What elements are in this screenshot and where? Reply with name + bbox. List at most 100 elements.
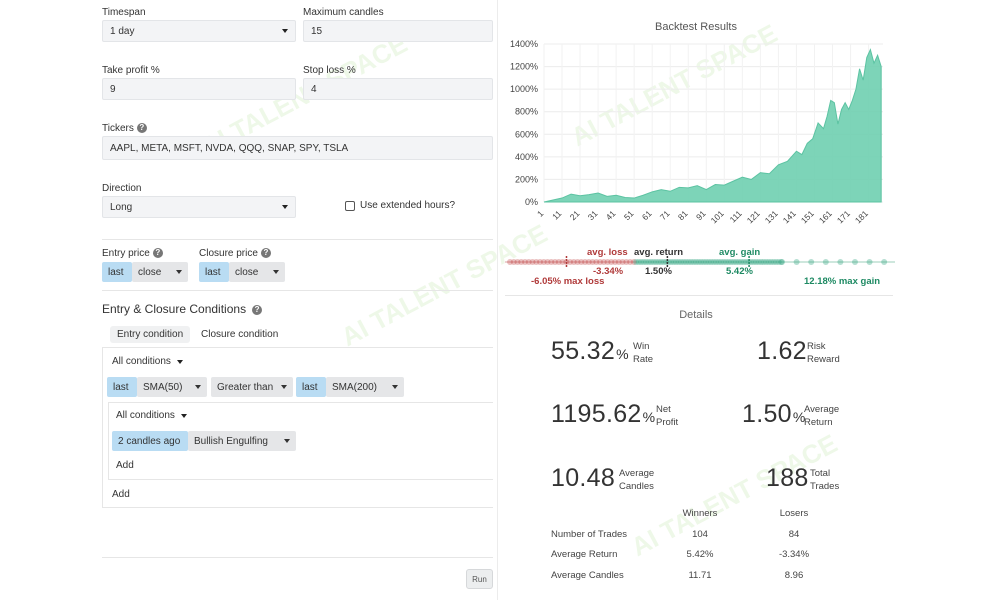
y-tick-label: 0%	[525, 197, 538, 207]
distribution-point	[779, 259, 786, 265]
y-tick-label: 400%	[515, 152, 538, 162]
net-profit-pct: %	[642, 409, 656, 425]
closure-price-tag[interactable]: last	[199, 262, 229, 282]
table-cell: 5.42%	[686, 549, 714, 560]
y-tick-label: 1200%	[510, 62, 538, 72]
net-profit-number: 1195.62	[551, 400, 642, 428]
question-circle-icon[interactable]: ?	[152, 248, 163, 259]
tab-closure-condition[interactable]: Closure condition	[201, 329, 279, 340]
distribution-point	[708, 259, 715, 265]
distribution-point	[718, 259, 725, 265]
dist-avg-return-label: avg. return	[634, 247, 684, 258]
stop-loss-input[interactable]: 4	[303, 78, 493, 100]
max-candles-input[interactable]: 15	[303, 20, 493, 42]
distribution-point	[597, 259, 604, 265]
closure-price-label: Closure price?	[199, 248, 271, 259]
stop-loss-label: Stop loss %	[303, 65, 356, 76]
distribution-point	[710, 259, 717, 265]
distribution-point	[658, 259, 665, 265]
direction-select[interactable]: Long	[102, 196, 296, 218]
distribution-point	[713, 259, 720, 265]
distribution-point	[760, 259, 767, 265]
distribution-point	[540, 259, 547, 265]
distribution-point	[793, 259, 800, 265]
panel-divider	[497, 0, 498, 600]
timespan-label: Timespan	[102, 7, 146, 18]
win-rate-label-1: Win	[633, 341, 650, 352]
caret-down-icon	[282, 29, 288, 33]
distribution-point	[645, 259, 652, 265]
row1-tag1[interactable]: last	[107, 377, 137, 397]
risk-reward-label-2: Reward	[807, 354, 840, 365]
divider	[102, 290, 493, 291]
row1-operator-select[interactable]: Greater than	[211, 377, 293, 397]
net-profit-value: 1195.62%	[551, 400, 655, 429]
distribution-point	[640, 259, 647, 265]
outer-all-conditions-dropdown[interactable]: All conditions	[112, 356, 183, 367]
timespan-value: 1 day	[110, 25, 135, 37]
tickers-input[interactable]: AAPL, META, MSFT, NVDA, QQQ, SNAP, SPY, …	[102, 136, 493, 160]
outer-add-button[interactable]: Add	[112, 489, 130, 500]
x-tick-label: 1	[535, 208, 546, 219]
distribution-point	[559, 259, 566, 265]
distribution-point	[555, 259, 562, 265]
x-tick-label: 161	[817, 208, 834, 225]
run-button[interactable]: Run	[466, 569, 493, 589]
distribution-point	[600, 259, 607, 265]
distribution-point	[548, 259, 555, 265]
net-profit-label: Net Profit	[656, 403, 678, 429]
timespan-select[interactable]: 1 day	[102, 20, 296, 42]
question-circle-icon[interactable]: ?	[260, 248, 271, 259]
closure-price-select[interactable]: close	[229, 262, 285, 282]
distribution-point	[670, 259, 677, 265]
x-tick-label: 21	[568, 208, 582, 222]
net-profit-label-1: Net	[656, 404, 671, 415]
dist-avg-loss-label: avg. loss	[587, 247, 628, 258]
distribution-point	[507, 259, 513, 265]
caret-down-icon	[273, 270, 279, 274]
avg-return-value: 1.50%	[742, 400, 806, 429]
distribution-point	[881, 259, 888, 265]
distribution-point	[837, 259, 844, 265]
distribution-point	[678, 259, 685, 265]
table-row-label: Average Return	[551, 549, 618, 560]
entry-price-select[interactable]: close	[132, 262, 188, 282]
question-circle-icon[interactable]: ?	[136, 123, 147, 134]
divider	[102, 557, 493, 558]
question-circle-icon[interactable]: ?	[252, 304, 263, 315]
table-cell: 84	[788, 529, 800, 540]
distribution-point	[768, 259, 775, 265]
details-title: Details	[679, 309, 713, 321]
caret-down-icon	[392, 385, 398, 389]
entry-price-tag[interactable]: last	[102, 262, 132, 282]
win-rate-label-2: Rate	[633, 354, 654, 365]
outer-all-conditions-text: All conditions	[112, 356, 171, 367]
avg-candles-value: 10.48	[551, 464, 616, 492]
row2-pattern-value: Bullish Engulfing	[194, 435, 268, 447]
distribution-point	[570, 259, 577, 265]
row1-tag2[interactable]: last	[296, 377, 326, 397]
caret-down-icon	[176, 359, 183, 364]
extended-hours-label[interactable]: Use extended hours?	[360, 200, 456, 211]
take-profit-input[interactable]: 9	[102, 78, 296, 100]
distribution-point	[612, 259, 619, 265]
tickers-label: Tickers?	[102, 123, 147, 134]
x-tick-label: 171	[835, 208, 852, 225]
inner-all-conditions-dropdown[interactable]: All conditions	[116, 410, 187, 421]
distribution-point	[574, 259, 581, 265]
row1-indicator2-select[interactable]: SMA(200)	[326, 377, 404, 397]
row2-pattern-select[interactable]: Bullish Engulfing	[188, 431, 296, 451]
table-row-label: Number of Trades	[551, 529, 628, 540]
x-tick-label: 11	[550, 208, 564, 222]
avg-return-label-2: Return	[804, 417, 833, 428]
risk-reward-label: Risk Reward	[807, 340, 840, 366]
inner-add-button[interactable]: Add	[116, 460, 134, 471]
tab-entry-condition[interactable]: Entry condition	[110, 326, 191, 343]
avg-return-pct: %	[792, 409, 806, 425]
inner-condition-box	[108, 402, 493, 480]
extended-hours-checkbox[interactable]	[345, 201, 355, 211]
row1-indicator1-select[interactable]: SMA(50)	[137, 377, 207, 397]
row2-tag[interactable]: 2 candles ago	[112, 431, 188, 451]
distribution-point	[822, 259, 829, 265]
distribution-point	[510, 259, 517, 265]
